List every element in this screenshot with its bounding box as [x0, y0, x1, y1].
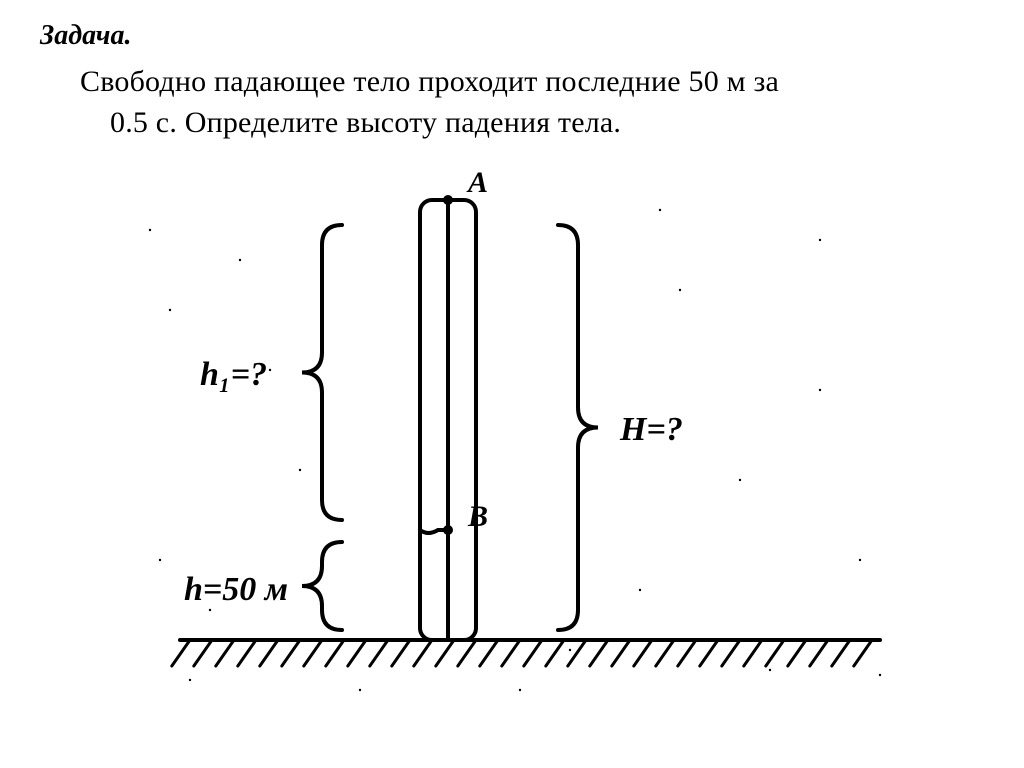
label-h1: h₁=? — [200, 356, 267, 393]
ground-hatch — [458, 640, 476, 666]
brace-big-h — [558, 225, 598, 630]
ground-hatch — [700, 640, 718, 666]
problem-text: Свободно падающее тело проходит последни… — [80, 62, 994, 143]
scan-speck — [569, 649, 571, 651]
scan-speck — [879, 674, 881, 676]
scan-speck — [269, 369, 271, 371]
point-a-dot — [443, 195, 453, 205]
ground-hatch — [392, 640, 410, 666]
ground-hatch — [480, 640, 498, 666]
label-h: h=50 м — [184, 571, 288, 608]
brace-h — [302, 542, 342, 630]
ground-hatch — [216, 640, 234, 666]
ground-hatch — [634, 640, 652, 666]
point-b-dot — [443, 525, 453, 535]
scan-speck — [769, 669, 771, 671]
ground-hatch — [502, 640, 520, 666]
ground-hatch — [546, 640, 564, 666]
scan-speck — [209, 609, 211, 611]
ground-hatch — [854, 640, 872, 666]
ground-hatch — [172, 640, 190, 666]
ground-hatch — [238, 640, 256, 666]
ground-hatch — [788, 640, 806, 666]
scan-speck — [659, 209, 661, 211]
ground-hatch — [656, 640, 674, 666]
ground-hatch — [810, 640, 828, 666]
ground-hatch — [590, 640, 608, 666]
scan-speck — [859, 559, 861, 561]
ground-hatch — [766, 640, 784, 666]
ground-hatch — [524, 640, 542, 666]
scan-speck — [299, 469, 301, 471]
scan-speck — [739, 479, 741, 481]
ground-hatch — [370, 640, 388, 666]
ground-hatch — [304, 640, 322, 666]
scan-speck — [519, 689, 521, 691]
scan-speck — [819, 239, 821, 241]
point-b-label: B — [467, 500, 488, 533]
brace-h1 — [302, 225, 342, 520]
scan-speck — [149, 229, 151, 231]
scan-speck — [819, 389, 821, 391]
ground-hatch — [348, 640, 366, 666]
scan-speck — [189, 679, 191, 681]
ground-hatch — [568, 640, 586, 666]
ground-hatch — [612, 640, 630, 666]
ground-hatch — [832, 640, 850, 666]
ground-hatch — [722, 640, 740, 666]
ground-hatch — [282, 640, 300, 666]
ground-hatch — [194, 640, 212, 666]
problem-line-1: Свободно падающее тело проходит последни… — [80, 62, 994, 103]
scan-speck — [359, 689, 361, 691]
physics-diagram: A Bh₁=? h=50 м H=? — [120, 170, 920, 730]
ground-hatch — [260, 640, 278, 666]
point-a-label: A — [466, 170, 488, 199]
ground-hatch — [326, 640, 344, 666]
ground-hatch — [414, 640, 432, 666]
problem-line-2: 0.5 с. Определите высоту падения тела. — [80, 103, 994, 144]
ground-hatch — [436, 640, 454, 666]
scan-speck — [639, 589, 641, 591]
scan-speck — [679, 289, 681, 291]
diagram-svg: A Bh₁=? h=50 м H=? — [120, 170, 920, 730]
scan-speck — [239, 259, 241, 261]
task-heading: Задача. — [40, 20, 131, 52]
label-big-h: H=? — [619, 411, 683, 448]
ground-hatch — [744, 640, 762, 666]
ground-hatch — [678, 640, 696, 666]
scan-speck — [169, 309, 171, 311]
scan-speck — [159, 559, 161, 561]
